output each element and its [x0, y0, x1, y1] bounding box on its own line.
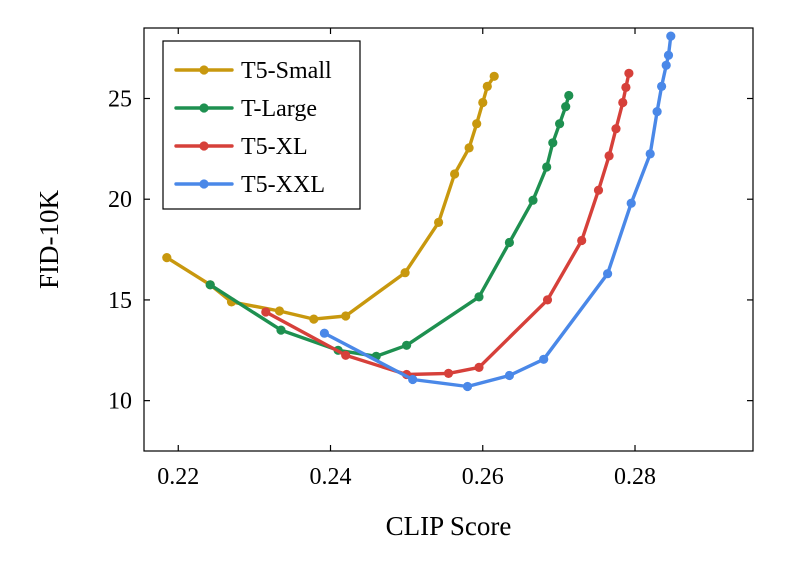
data-point-t5-xl [261, 307, 271, 317]
y-tick-label: 15 [108, 288, 132, 314]
data-point-t5-small [472, 119, 482, 129]
data-point-t-large [504, 237, 514, 248]
data-point-t5-small [464, 143, 474, 153]
data-point-t5-xl [624, 68, 634, 78]
series-layer [162, 31, 676, 392]
data-point-t5-xxl [462, 381, 473, 392]
plot-area-frame [143, 27, 754, 452]
data-point-t5-xxl [319, 328, 329, 338]
data-point-t-large [205, 280, 215, 290]
data-point-t5-xxl [603, 269, 613, 279]
data-point-t5-xl [542, 295, 553, 305]
data-point-t5-xl [474, 362, 484, 372]
data-point-t-large [528, 195, 538, 205]
data-point-t5-xl [611, 124, 621, 134]
data-point-t5-xl [593, 185, 604, 195]
legend-item-t5-xl: T5-XL [174, 134, 308, 160]
data-point-t-large [402, 340, 412, 350]
data-point-t5-xxl [663, 50, 674, 60]
legend-item-t5-small: T5-Small [174, 58, 332, 84]
legend-item-t5-xxl: T5-XXL [174, 172, 325, 198]
y-axis-title: FID-10K [34, 190, 64, 289]
data-point-t5-xl [577, 235, 587, 246]
data-point-t-large [542, 162, 552, 172]
legend-label: T5-Small [241, 58, 332, 84]
y-tick-label: 10 [108, 389, 132, 415]
data-point-t5-small [341, 311, 351, 321]
x-axis-ticks: 0.22 0.24 0.26 0.28 [157, 28, 656, 490]
data-point-t5-xl [443, 368, 454, 378]
data-point-t5-small [482, 81, 492, 91]
x-tick-label: 0.24 [310, 464, 352, 490]
data-point-t-large [276, 325, 286, 335]
data-point-t5-small [434, 217, 444, 227]
series-t5-xxl [319, 31, 676, 392]
legend-label: T-Large [241, 96, 317, 122]
data-point-t-large [564, 90, 574, 101]
data-point-t5-xxl [661, 60, 671, 70]
legend-label: T5-XXL [241, 172, 325, 198]
data-point-t5-xl [341, 350, 351, 360]
x-axis-title: CLIP Score [386, 511, 512, 541]
data-point-t5-small [400, 268, 410, 278]
legend-swatch-marker [199, 65, 209, 75]
data-point-t5-xxl [652, 107, 662, 117]
data-point-t5-small [274, 306, 285, 316]
data-point-t5-xxl [408, 374, 418, 385]
data-point-t5-small [489, 71, 499, 81]
data-point-t5-small [309, 314, 319, 324]
data-point-t5-xl [618, 97, 628, 108]
x-tick-label: 0.28 [614, 464, 656, 490]
legend: T5-Small T-Large T5-XL T5-XXL [162, 40, 361, 210]
data-point-t5-xxl [666, 31, 676, 41]
data-point-t5-xl [604, 151, 614, 161]
y-tick-label: 25 [108, 87, 132, 113]
legend-item-t-large: T-Large [174, 96, 317, 122]
data-point-t5-xxl [626, 198, 636, 208]
data-point-t-large [548, 138, 558, 148]
y-tick-label: 20 [108, 187, 132, 213]
x-tick-label: 0.22 [157, 464, 199, 490]
data-point-t5-xxl [539, 354, 549, 364]
series-line-t5-xxl [322, 34, 673, 389]
data-point-t-large [555, 119, 565, 129]
legend-swatch-marker [199, 103, 209, 113]
data-point-t5-small [162, 253, 172, 263]
legend-swatch-marker [199, 179, 209, 189]
data-point-t5-xxl [504, 370, 514, 381]
data-point-t-large [474, 292, 484, 302]
data-point-t5-small [478, 97, 488, 108]
legend-swatch-marker [199, 141, 209, 151]
data-point-t5-small [450, 169, 460, 179]
data-point-t5-xl [621, 82, 631, 92]
legend-label: T5-XL [241, 134, 308, 160]
x-tick-label: 0.26 [462, 464, 504, 490]
y-axis-ticks: 10 15 20 25 [108, 87, 753, 415]
data-point-t-large [561, 102, 571, 112]
data-point-t5-xxl [645, 149, 655, 159]
data-point-t5-xxl [657, 81, 667, 91]
